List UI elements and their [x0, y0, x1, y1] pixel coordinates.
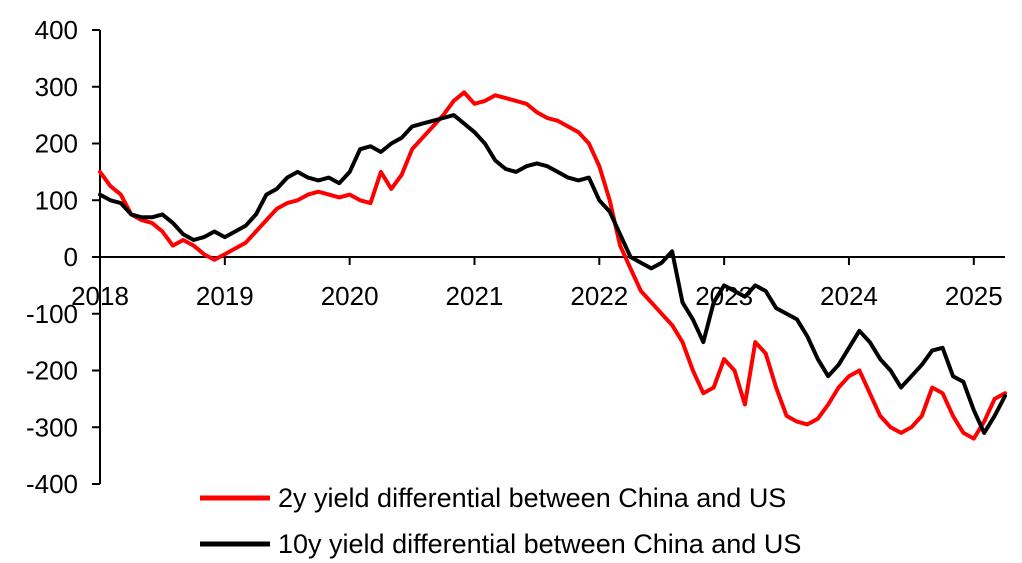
y-tick-label: -400: [26, 469, 78, 499]
legend: 2y yield differential between China and …: [200, 483, 801, 559]
y-tick-label: 0: [64, 242, 78, 272]
y-tick-label: -100: [26, 299, 78, 329]
legend-label: 2y yield differential between China and …: [278, 483, 786, 513]
y-tick-label: 100: [35, 185, 78, 215]
y-tick-label: 300: [35, 72, 78, 102]
x-tick-label: 2018: [71, 281, 129, 311]
y-tick-label: 400: [35, 15, 78, 45]
x-ticks: 2018 2019 2020 2021 2022 2023 2024 2025: [71, 257, 1003, 311]
series-line-10y: [98, 113, 1007, 435]
series-lines: [98, 90, 1007, 441]
y-tick-label: -200: [26, 356, 78, 386]
x-tick-label: 2020: [321, 281, 379, 311]
series-line-2y: [98, 90, 1007, 441]
x-tick-label: 2021: [446, 281, 504, 311]
x-tick-label: 2022: [570, 281, 628, 311]
legend-label: 10y yield differential between China and…: [278, 529, 801, 559]
y-tick-label: 200: [35, 129, 78, 159]
y-tick-label: -300: [26, 412, 78, 442]
x-tick-label: 2024: [820, 281, 878, 311]
x-tick-label: 2025: [945, 281, 1003, 311]
x-tick-label: 2019: [196, 281, 254, 311]
y-ticks: 400 300 200 100 0 -100 -200 -300 -400: [26, 15, 100, 499]
